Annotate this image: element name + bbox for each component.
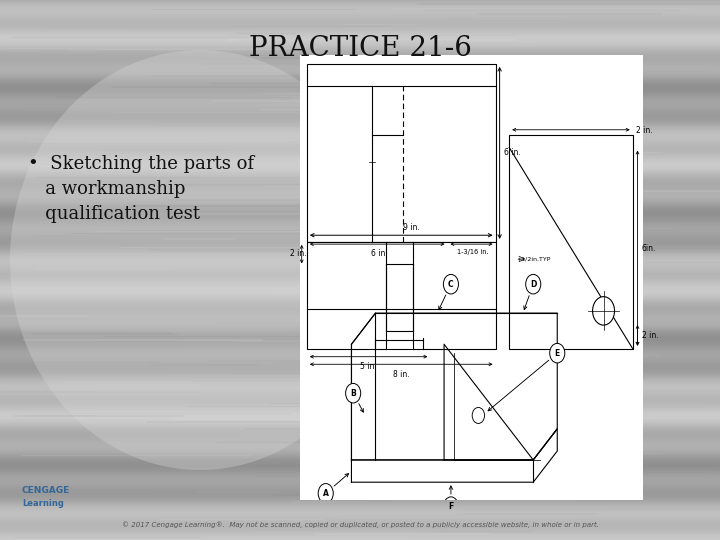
- Text: F: F: [449, 502, 454, 511]
- Bar: [307, 64, 495, 242]
- Circle shape: [549, 343, 564, 363]
- Circle shape: [593, 296, 615, 325]
- Text: 2 in.: 2 in.: [642, 331, 658, 340]
- Text: •  Sketching the parts of: • Sketching the parts of: [28, 155, 254, 173]
- Text: D: D: [530, 280, 536, 289]
- Text: E: E: [554, 349, 560, 357]
- Text: Learning: Learning: [22, 499, 64, 508]
- Ellipse shape: [10, 50, 390, 470]
- Text: PRACTICE 21-6: PRACTICE 21-6: [248, 35, 472, 62]
- Text: A: A: [323, 489, 328, 498]
- Bar: [509, 135, 633, 349]
- Text: a workmanship: a workmanship: [28, 180, 185, 198]
- Bar: [300, 55, 643, 500]
- Circle shape: [318, 483, 333, 503]
- Text: 5 in.: 5 in.: [360, 362, 377, 371]
- Text: 6 in.: 6 in.: [504, 148, 521, 157]
- Text: C: C: [448, 280, 454, 289]
- Text: 9 in.: 9 in.: [403, 223, 420, 232]
- Text: qualification test: qualification test: [28, 205, 200, 223]
- Text: +1/2in.TYP: +1/2in.TYP: [516, 256, 551, 261]
- Text: B: B: [351, 389, 356, 397]
- Circle shape: [346, 383, 361, 403]
- Circle shape: [444, 274, 459, 294]
- Circle shape: [472, 408, 485, 423]
- Text: CENGAGE: CENGAGE: [22, 486, 71, 495]
- Bar: [307, 242, 495, 349]
- Text: 8 in.: 8 in.: [393, 369, 410, 379]
- Circle shape: [526, 274, 541, 294]
- Text: 6 in.: 6 in.: [371, 249, 387, 259]
- Text: © 2017 Cengage Learning®.  May not be scanned, copied or duplicated, or posted t: © 2017 Cengage Learning®. May not be sca…: [122, 521, 598, 528]
- Text: 1-3/16 in.: 1-3/16 in.: [457, 249, 489, 255]
- Text: 2 in.: 2 in.: [636, 126, 653, 135]
- Circle shape: [444, 497, 459, 516]
- Text: 6in.: 6in.: [642, 244, 656, 253]
- Text: 2 in.: 2 in.: [289, 249, 306, 259]
